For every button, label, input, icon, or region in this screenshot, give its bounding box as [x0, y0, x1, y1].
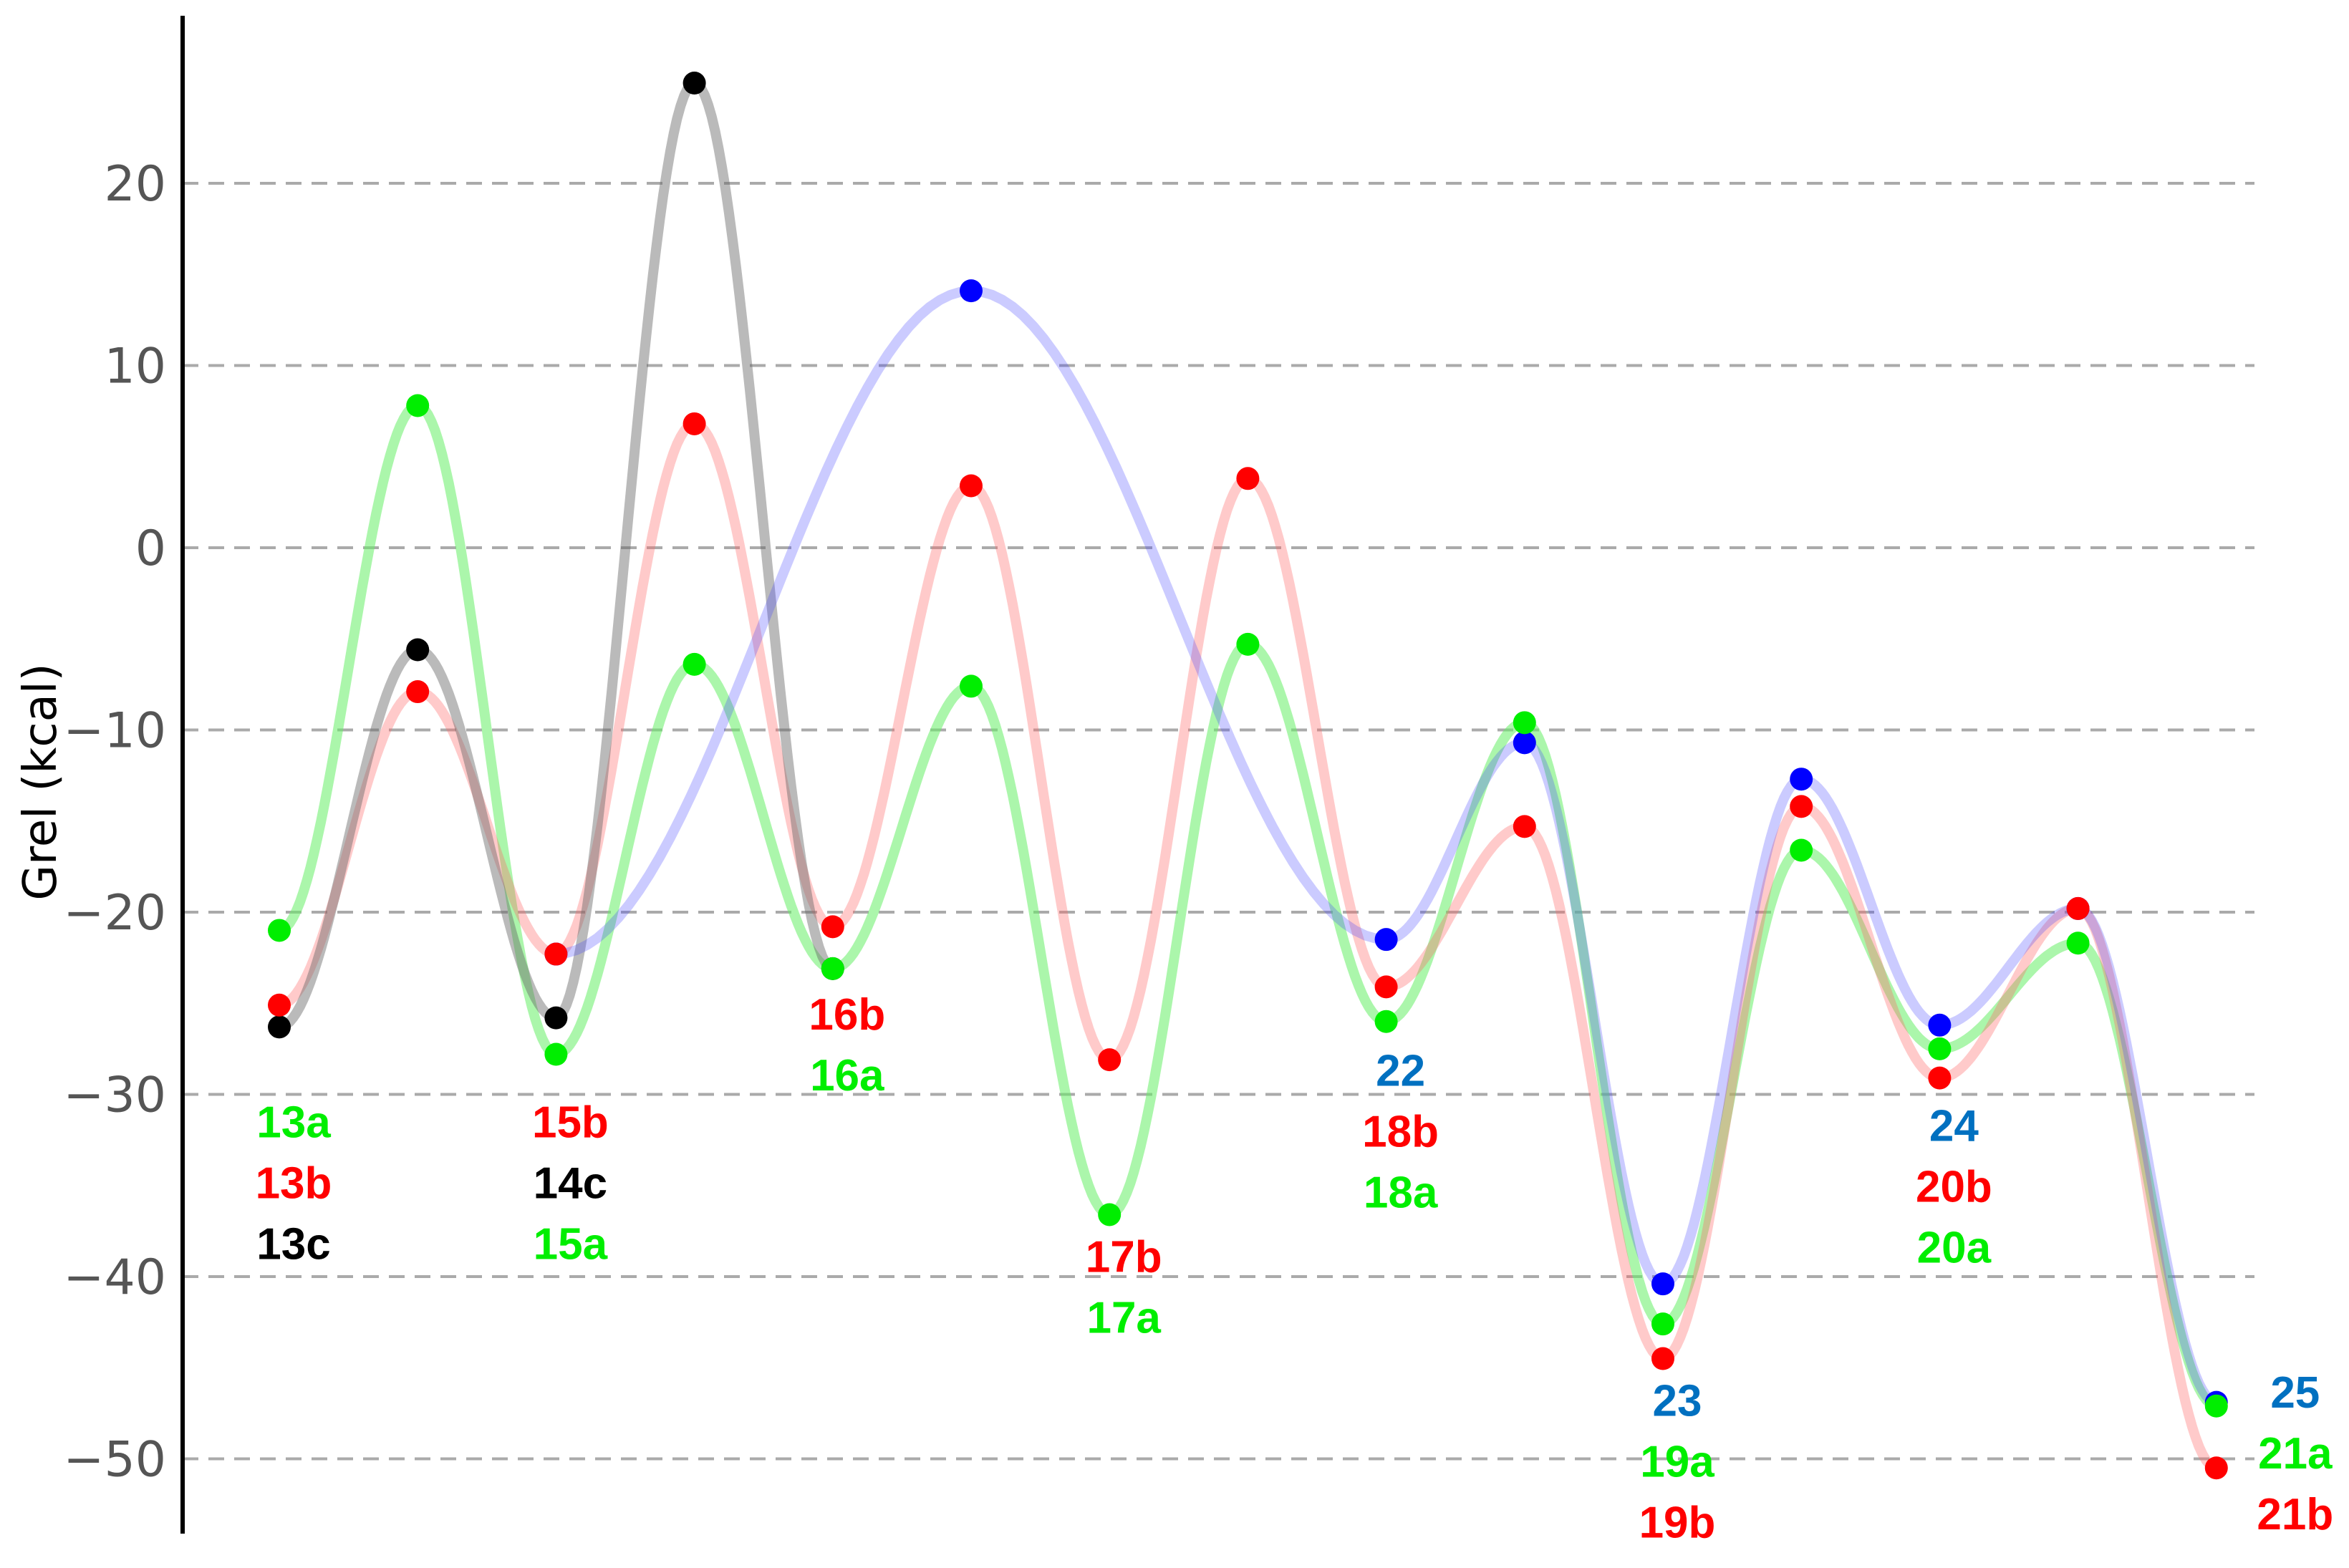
state-label: 25 — [2270, 1368, 2320, 1418]
data-point-a — [2066, 931, 2090, 955]
state-label: 13a — [256, 1098, 331, 1148]
data-point-a — [1790, 838, 1813, 862]
data-point-a — [1651, 1312, 1674, 1336]
data-point-blue — [1790, 768, 1813, 791]
data-point-a — [268, 919, 291, 942]
data-point-b — [1790, 795, 1813, 818]
state-label: 14c — [534, 1159, 607, 1209]
data-point-b — [544, 942, 568, 966]
data-point-a — [544, 1042, 568, 1066]
state-label: 16b — [809, 990, 885, 1040]
data-point-b — [1374, 975, 1398, 999]
state-label: 21b — [2257, 1490, 2333, 1539]
y-tick-label: −40 — [63, 1249, 166, 1306]
state-label: 17b — [1086, 1232, 1162, 1282]
state-label: 18b — [1362, 1108, 1439, 1157]
data-point-b — [1236, 467, 1260, 490]
state-label: 20a — [1917, 1224, 1992, 1273]
state-label: 13b — [256, 1159, 332, 1209]
data-point-a — [960, 674, 983, 698]
data-point-c — [544, 1006, 568, 1030]
data-point-a — [1928, 1037, 1952, 1060]
state-label: 24 — [1929, 1102, 1979, 1151]
state-label: 15b — [532, 1098, 609, 1148]
state-label: 21a — [2258, 1429, 2333, 1479]
data-point-b — [1928, 1066, 1952, 1090]
data-point-a — [1236, 632, 1260, 656]
data-point-a — [1098, 1203, 1122, 1226]
data-point-a — [1513, 711, 1536, 735]
y-axis-title: Grel (kcal) — [14, 663, 67, 900]
data-point-a — [2204, 1394, 2228, 1418]
state-label: 19a — [1640, 1438, 1714, 1487]
data-point-b — [268, 993, 291, 1017]
y-tick-label: −30 — [63, 1068, 166, 1124]
y-tick-label: 20 — [104, 156, 166, 213]
data-point-blue — [1513, 731, 1536, 755]
state-label: 15a — [534, 1220, 608, 1269]
data-point-b — [406, 680, 430, 704]
data-point-blue — [1651, 1272, 1674, 1296]
data-point-b — [821, 915, 844, 939]
data-point-b — [2066, 896, 2090, 920]
state-label: 18a — [1364, 1168, 1438, 1218]
data-point-c — [406, 638, 430, 662]
data-point-b — [1513, 815, 1536, 838]
y-tick-label: 10 — [104, 339, 166, 395]
state-label: 22 — [1376, 1047, 1425, 1096]
data-point-a — [821, 957, 844, 980]
data-point-c — [682, 72, 706, 95]
data-point-b — [1651, 1347, 1674, 1370]
state-label: 20b — [1916, 1163, 1992, 1212]
series-curve-c — [274, 78, 838, 1032]
series-curve-b — [274, 418, 2222, 1473]
state-label: 19b — [1639, 1499, 1716, 1548]
data-point-blue — [960, 279, 983, 303]
data-point-a — [682, 652, 706, 676]
data-point-b — [2204, 1456, 2228, 1480]
data-point-a — [1374, 1010, 1398, 1033]
data-points — [268, 72, 2228, 1480]
data-point-b — [682, 412, 706, 435]
y-tick-label: 0 — [135, 521, 166, 577]
data-point-c — [268, 1015, 291, 1039]
data-point-blue — [1928, 1013, 1952, 1037]
gridlines — [183, 182, 2254, 1461]
data-point-b — [1098, 1048, 1122, 1072]
data-point-a — [406, 394, 430, 417]
y-tick-labels: 20 10 0 −10 −20 −30 −40 −50 — [63, 156, 166, 1489]
y-tick-label: −50 — [63, 1432, 166, 1489]
state-label: 13c — [256, 1220, 330, 1269]
data-point-b — [960, 474, 983, 498]
state-label: 23 — [1653, 1377, 1702, 1426]
state-label: 17a — [1086, 1293, 1161, 1342]
state-labels: 13a 13b 13c 15b 14c 15a 16b 16a 17b 17a 22 18b 18a 23… — [256, 990, 2334, 1548]
y-tick-label: −10 — [63, 703, 166, 760]
data-point-blue — [1374, 928, 1398, 952]
y-tick-label: −20 — [63, 885, 166, 942]
state-label: 16a — [810, 1051, 884, 1100]
